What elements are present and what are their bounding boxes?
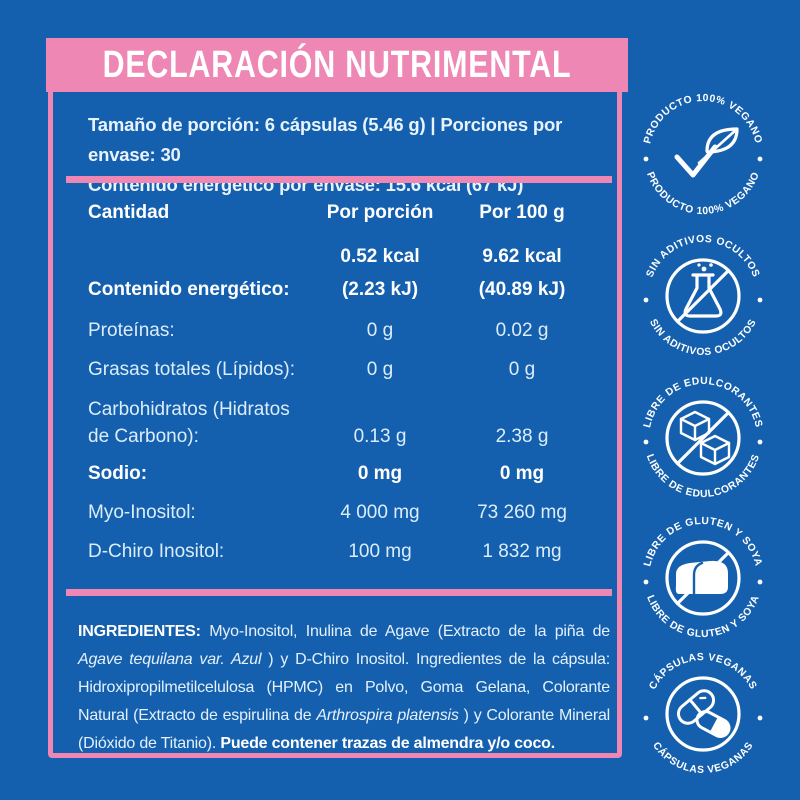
table-row: Carbohidratos (Hidratos de Carbono): 0.1… (88, 396, 612, 450)
dot-separator (757, 579, 763, 585)
badge-capsulas-veganas: CÁPSULAS VEGANAS CÁPSULAS VEGANAS (643, 652, 763, 776)
badge-arc-text-top: CÁPSULAS VEGANAS (647, 652, 757, 692)
badge-arc-text-bottom: LIBRE DE EDULCORANTES (644, 453, 762, 500)
badge-arc-text-bottom: LIBRE DE GLUTEN Y SOYA (644, 594, 761, 640)
serving-line-2: Contenido energético por envase: 15.6 kc… (88, 174, 524, 195)
row-label: Grasas totales (Lípidos): (88, 359, 295, 380)
svg-text:CÁPSULAS VEGANAS: CÁPSULAS VEGANAS (650, 740, 756, 776)
dot-separator (643, 579, 649, 585)
row-label: Carbohidratos (Hidratos de Carbono): (88, 399, 290, 447)
table-row: Myo-Inositol: 4 000 mg 73 260 mg (88, 500, 612, 526)
ingredients-text: Myo-Inositol, Inulina de Agave (Extracto… (209, 623, 611, 640)
value-per-100g: 0 g (508, 359, 536, 380)
svg-text:SIN ADITIVOS OCULTOS: SIN ADITIVOS OCULTOS (647, 318, 759, 359)
value-per-100g: 0.02 g (495, 320, 549, 341)
svg-text:PRODUCTO 100% VEGANO: PRODUCTO 100% VEGANO (644, 170, 762, 217)
crossed-bread-icon (665, 540, 741, 616)
dot-separator (643, 156, 649, 162)
title-banner: DECLARACIÓN NUTRIMENTAL (46, 38, 628, 92)
col-header-por-porcion: Por porción (326, 202, 434, 223)
serving-info: Tamaño de porción: 6 cápsulas (5.46 g) |… (88, 110, 618, 200)
value-per-portion: 100 mg (348, 541, 412, 562)
badge-producto-100-vegano: PRODUCTO 100% VEGANO PRODUCTO 100% VEGAN… (642, 93, 764, 217)
species-name: Agave tequilana var. Azul (78, 651, 262, 668)
divider-bottom (66, 589, 612, 596)
badge-arc-text-bottom: SIN ADITIVOS OCULTOS (647, 318, 758, 359)
badge-arc-text-top: SIN ADITIVOS OCULTOS (645, 234, 761, 279)
table-row: Grasas totales (Lípidos): 0 g 0 g (88, 357, 612, 383)
badge-arc-text-bottom: CÁPSULAS VEGANAS (650, 740, 755, 776)
value-per-100g: 2.38 g (495, 426, 549, 447)
badge-arc-text-top: PRODUCTO 100% VEGANO (642, 93, 763, 145)
ingredients-text: ) y D-Chiro Inositol. Ingredientes de la… (78, 651, 610, 724)
ingredients-paragraph: INGREDIENTES: Myo-Inositol, Inulina de A… (78, 618, 610, 758)
badge-sin-aditivos-ocultos: SIN ADITIVOS OCULTOS SIN ADITIVOS OCULTO… (643, 234, 763, 359)
dot-separator (643, 297, 649, 303)
value-per-portion: 4 000 mg (340, 502, 420, 523)
value-line: (40.89 kJ) (478, 279, 566, 300)
capsules-icon (665, 676, 741, 752)
dot-separator (757, 156, 763, 162)
dot-separator (643, 715, 649, 721)
svg-text:SIN ADITIVOS OCULTOS: SIN ADITIVOS OCULTOS (645, 234, 762, 279)
badge-libre-de-gluten-y-soya: LIBRE DE GLUTEN Y SOYA LIBRE DE GLUTEN Y… (642, 516, 763, 640)
value-per-portion: 0 g (366, 320, 394, 341)
row-label: Proteínas: (88, 320, 175, 341)
table-row: Sodio: 0 mg 0 mg (88, 461, 612, 487)
table-row: Proteínas: 0 g 0.02 g (88, 318, 612, 344)
svg-text:CÁPSULAS VEGANAS: CÁPSULAS VEGANAS (647, 652, 758, 692)
table-row: Contenido energético: 0.52 kcal (2.23 kJ… (88, 240, 612, 306)
page-title: DECLARACIÓN NUTRIMENTAL (102, 43, 572, 86)
value-per-portion: 0 mg (357, 463, 403, 484)
table-header-row: Cantidad Por porción Por 100 g (88, 202, 612, 224)
value-per-portion: 0.52 kcal (2.23 kJ) (312, 240, 462, 306)
dot-separator (643, 439, 649, 445)
ingredients-label: INGREDIENTES: (78, 623, 210, 640)
col-header-por-100g: Por 100 g (479, 202, 565, 223)
row-label: Myo-Inositol: (88, 502, 196, 523)
svg-text:LIBRE DE EDULCORANTES: LIBRE DE EDULCORANTES (644, 453, 762, 500)
value-line: 9.62 kcal (482, 246, 562, 267)
divider-top (66, 176, 612, 183)
value-per-portion: 0 g (366, 359, 394, 380)
value-per-100g: 73 260 mg (477, 502, 567, 523)
row-label: Sodio: (88, 463, 148, 484)
dot-separator (757, 297, 763, 303)
badge-libre-de-edulcorantes: LIBRE DE EDULCORANTES LIBRE DE EDULCORAN… (642, 376, 763, 500)
value-line: 0.52 kcal (340, 246, 420, 267)
svg-text:PRODUCTO 100% VEGANO: PRODUCTO 100% VEGANO (642, 93, 764, 145)
crossed-sugar-cubes-icon (665, 400, 741, 476)
ingredients-text: ) y Colorante Mineral (Dióxido de Titani… (78, 707, 611, 752)
value-line: (2.23 kJ) (341, 279, 419, 300)
value-per-100g: 0 mg (499, 463, 545, 484)
crossed-flask-icon (665, 258, 741, 334)
row-label: D-Chiro Inositol: (88, 541, 225, 562)
value-per-portion: 0.13 g (353, 426, 407, 447)
value-per-100g: 9.62 kcal (40.89 kJ) (462, 240, 612, 306)
table-row: D-Chiro Inositol: 100 mg 1 832 mg (88, 539, 612, 565)
species-name: Arthrospira platensis (316, 707, 459, 724)
svg-text:LIBRE DE GLUTEN Y SOYA: LIBRE DE GLUTEN Y SOYA (644, 594, 762, 640)
allergen-warning: Puede contener trazas de almendra y/o co… (220, 735, 555, 752)
nutrition-table: Cantidad Por porción Por 100 g Contenido… (88, 202, 612, 578)
dot-separator (757, 439, 763, 445)
col-header-cantidad: Cantidad (88, 202, 170, 223)
leaf-check-icon (674, 127, 739, 178)
serving-line-1: Tamaño de porción: 6 cápsulas (5.46 g) |… (88, 114, 563, 165)
row-label: Contenido energético: (88, 279, 290, 300)
value-per-100g: 1 832 mg (482, 541, 562, 562)
badge-arc-text-bottom: PRODUCTO 100% VEGANO (644, 170, 761, 217)
dot-separator (757, 715, 763, 721)
